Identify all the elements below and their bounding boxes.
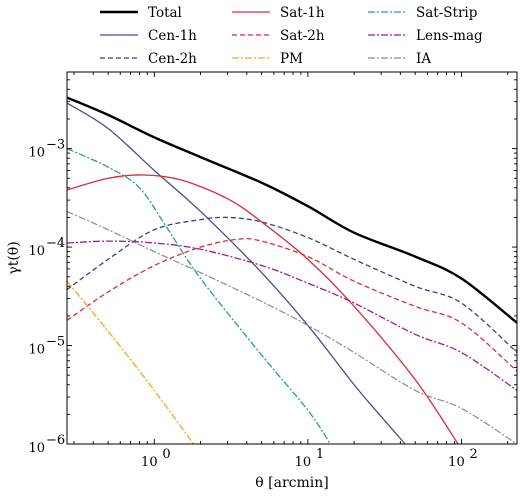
- y-tick-label-exponent: −3: [46, 138, 65, 153]
- x-tick-label-exponent: 0: [162, 447, 170, 462]
- legend-label: Cen-1h: [148, 28, 197, 44]
- y-tick-label: 10: [28, 343, 45, 358]
- series-line-pm: [67, 280, 195, 444]
- y-tick-label: 10: [28, 441, 45, 456]
- y-tick-label: 10: [28, 146, 45, 161]
- legend-label: Total: [148, 5, 182, 21]
- x-axis-label: θ [arcmin]: [255, 475, 328, 491]
- legend-label: Sat-Strip: [416, 5, 477, 21]
- y-tick-label: 10: [28, 244, 45, 259]
- series-line-ia: [67, 210, 517, 444]
- legend-label: Sat-2h: [280, 28, 325, 44]
- legend: Total Cen-1h Cen-2h Sat-1h Sat-2h PM Sat-Strip…: [100, 5, 483, 67]
- y-tick-label-exponent: −4: [46, 236, 65, 251]
- x-tick-label-exponent: 1: [316, 447, 324, 462]
- legend-label: PM: [280, 51, 303, 67]
- series-line-cen-2h: [67, 216, 517, 353]
- series-line-sat-2h: [67, 238, 517, 372]
- x-axis: 10 0 10 1 10 2: [73, 72, 509, 470]
- legend-label: Cen-2h: [148, 51, 197, 67]
- x-tick-label-exponent: 2: [469, 447, 477, 462]
- x-tick-label: 10: [448, 455, 465, 470]
- y-tick-label-exponent: −6: [46, 433, 65, 448]
- legend-label: Sat-1h: [280, 5, 325, 21]
- series-line-sat-strip: [67, 148, 331, 444]
- series-layer: [67, 96, 517, 444]
- x-tick-label: 10: [141, 455, 158, 470]
- y-axis: 10−610−510−410−3: [28, 71, 517, 456]
- series-line-total: [67, 96, 517, 324]
- x-tick-label: 10: [295, 455, 312, 470]
- series-line-cen-1h: [67, 102, 406, 444]
- plot-frame: [66, 71, 518, 445]
- legend-label: Lens-mag: [416, 28, 483, 44]
- series-line-lens-mag: [67, 240, 517, 391]
- legend-label: IA: [416, 51, 431, 67]
- y-tick-label-exponent: −5: [46, 335, 65, 350]
- y-axis-label: γt(θ): [6, 241, 22, 274]
- series-line-sat-1h: [67, 174, 459, 444]
